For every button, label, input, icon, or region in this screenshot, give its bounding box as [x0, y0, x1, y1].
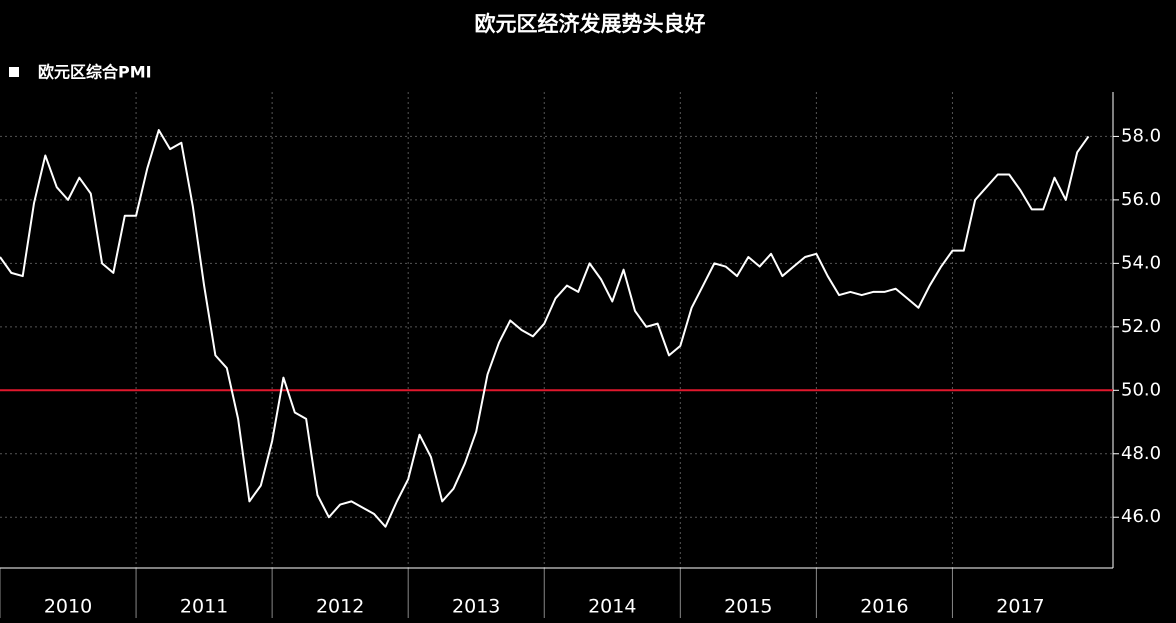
- x-tick-label: 2016: [860, 596, 908, 618]
- y-tick-label: 52.0: [1121, 316, 1161, 337]
- y-tick-label: 58.0: [1121, 125, 1161, 146]
- y-tick-label: 50.0: [1121, 379, 1161, 400]
- x-tick-label: 2012: [316, 596, 364, 618]
- legend-swatch: [9, 67, 19, 77]
- x-tick-label: 2010: [44, 596, 92, 618]
- x-tick-label: 2011: [180, 596, 228, 618]
- y-tick-label: 56.0: [1121, 189, 1161, 210]
- chart-title: 欧元区经济发展势头良好: [475, 12, 706, 36]
- x-tick-label: 2014: [588, 596, 636, 618]
- y-tick-label: 46.0: [1121, 506, 1161, 527]
- y-tick-label: 54.0: [1121, 252, 1161, 273]
- data-line: [0, 129, 1090, 528]
- y-tick-label: 48.0: [1121, 443, 1161, 464]
- x-tick-label: 2015: [724, 596, 772, 618]
- x-tick-label: 2017: [996, 596, 1044, 618]
- x-tick-label: 2013: [452, 596, 500, 618]
- legend-label: 欧元区综合PMI: [38, 63, 152, 82]
